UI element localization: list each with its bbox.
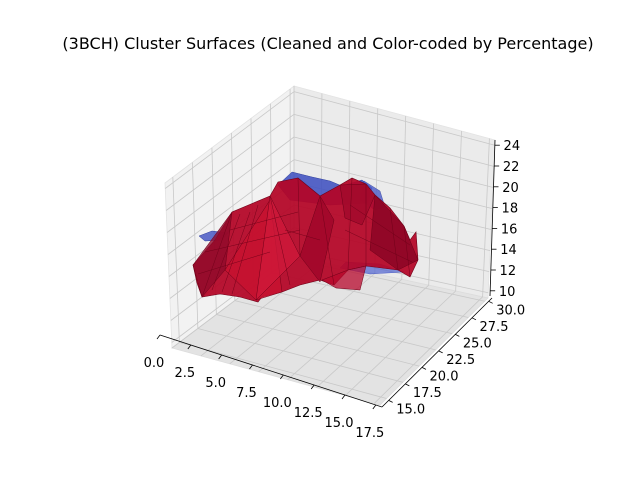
x-tick-label: 12.5 [294,406,323,421]
x-tick-mark [310,384,315,390]
y-tick-mark [488,300,493,304]
y-grid-floor-3 [234,300,436,351]
z-tick-label: 22 [503,160,520,175]
y-grid-floor-1 [197,328,404,383]
y-tick-mark [471,317,477,321]
z-grid-left-5 [166,136,295,233]
y-tick-mark [455,333,460,337]
red-facet-peak [255,195,301,301]
x-tick-label: 10.0 [263,396,292,411]
z-tick-label: 12 [500,264,517,279]
z-tick-label: 18 [502,202,519,217]
x-grid-floor-5 [316,284,429,388]
y-grid-floor-2 [216,314,420,367]
y-tick-mark [405,383,410,387]
y-tick-mark [388,400,393,403]
y-tick-label: 25.0 [463,336,492,351]
y-tick-mark [438,350,443,354]
x-grid-floor-6 [345,290,456,396]
y-tick-label: 20.0 [430,369,459,384]
x-tick-label: 7.5 [236,386,257,401]
x-tick-mark [218,354,222,360]
red-mesh-lines [197,177,413,298]
y-tick-label: 22.5 [446,353,475,368]
z-grid-left-7 [164,91,295,189]
x-tick-mark [249,364,253,370]
y-tick-label: 15.0 [396,402,425,417]
y-grid-floor-0 [179,342,387,399]
z-tick-label: 14 [500,243,517,258]
x-tick-mark [341,394,346,400]
x-grid-floor-4 [287,279,403,380]
y-tick-label: 17.5 [413,386,442,401]
x-tick-mark [187,344,192,350]
chart-title: (3BCH) Cluster Surfaces (Cleaned and Col… [62,34,593,53]
x-tick-label: 0.0 [144,356,165,371]
z-tick-label: 16 [501,222,518,237]
x-ticks: 0.0 2.5 5.0 7.5 10.012.515.017.5 [144,334,384,441]
x-tick-label: 17.5 [355,426,384,441]
z-grid-right-7 [293,91,495,146]
red-facet-tail [369,194,419,271]
y-tick-mark [421,367,427,370]
x-tick-mark [156,334,161,340]
surface-red [192,177,419,303]
x-tick-mark [372,404,377,410]
y-grid-floor-4 [253,286,453,335]
z-tick-label: 10 [499,285,516,300]
y-tick-label: 30.0 [496,303,525,318]
z-tick-label: 20 [502,181,519,196]
y-axis-line [381,297,493,408]
x-tick-label: 15.0 [325,416,354,431]
y-tick-label: 27.5 [480,320,509,335]
z-ticks: 10 12 14 16 18 20 22 24 [490,139,520,300]
z-grid-left-6 [165,114,295,211]
z-tick-label: 24 [504,139,521,154]
z-grid-right-4 [293,159,493,209]
x-tick-label: 5.0 [205,376,226,391]
x-tick-mark [280,374,284,380]
z-grid-right-6 [293,113,494,167]
x-tick-label: 2.5 [174,366,195,381]
x-grid-floor-7 [373,296,483,404]
z-grid-left-4 [167,159,295,255]
y-ticks: 15.017.5 20.022.5 25.027.5 30.0 [388,300,525,417]
red-facet-base [321,265,367,291]
x-grid-floor-3 [258,273,376,373]
z-grid-right-5 [293,136,493,188]
